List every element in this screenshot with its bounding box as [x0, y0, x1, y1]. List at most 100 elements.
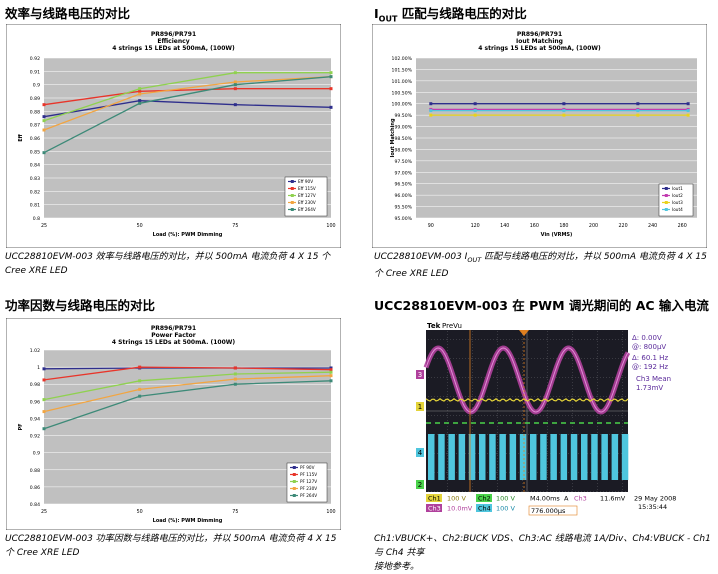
legend-marker [290, 201, 294, 204]
data-point [429, 109, 433, 113]
data-point [42, 410, 46, 414]
y-tick-label: 101.00% [392, 79, 413, 85]
y-tick-label: 0.83 [30, 176, 40, 182]
ch2-marker: 2 [418, 481, 422, 489]
legend-entry: Iout4 [672, 207, 683, 212]
scope-time: 15:35:44 [638, 503, 667, 511]
y-tick-label: 96.00% [394, 193, 412, 199]
data-point [233, 71, 237, 75]
legend-marker [290, 180, 294, 183]
legend-marker [292, 480, 296, 483]
y-tick-label: 0.82 [30, 189, 40, 195]
series-line [43, 371, 332, 401]
legend-entry: PF 127V [300, 479, 317, 484]
ch4-pulse [479, 434, 486, 480]
cursor-delta-frequency: Δ: 60.1 Hz [632, 354, 668, 362]
legend-marker [290, 187, 294, 190]
legend-marker [664, 187, 668, 190]
data-point [233, 372, 237, 376]
ch4-pulse [621, 434, 629, 480]
y-tick-label: 99.00% [394, 125, 412, 131]
y-tick-label: 0.81 [30, 203, 40, 209]
oscilloscope-svg: 3 4 2 1 Tek PreVu Δ: 0.00V @: 800µV Δ: 6… [416, 322, 676, 516]
data-point [329, 75, 333, 79]
chart-subtitle-2: 4 strings 15 LEDs at 500mA, (100W) [112, 45, 235, 52]
y-tick-label: 95.50% [394, 205, 412, 211]
scope-brand: Tek [427, 322, 441, 330]
x-tick-label: 50 [137, 223, 143, 229]
trigger-position-marker [519, 330, 529, 336]
ch4-pulse [458, 434, 466, 480]
trigger-level: 11.6mV [600, 495, 626, 503]
legend-entry: PF 264V [300, 493, 317, 498]
y-axis-label: Eff [18, 133, 24, 141]
y-tick-label: 0.91 [30, 69, 40, 75]
cursor-at-frequency: @: 192 Hz [632, 363, 668, 371]
legend-entry: PF 90V [300, 465, 315, 470]
y-axis-label: Iout Matching [390, 118, 396, 158]
ch4-pulse [540, 434, 547, 480]
efficiency-chart: PR896/PR791 Efficiency 4 strings 15 LEDs a… [5, 23, 342, 249]
ch4-pulse [448, 434, 455, 480]
y-tick-label: 0.9 [33, 83, 40, 89]
x-tick-label: 220 [618, 223, 627, 229]
iout-section-title: IOUT 匹配与线路电压的对比 [374, 6, 527, 24]
x-tick-label: 140 [500, 223, 509, 229]
data-point [233, 377, 237, 381]
y-tick-label: 0.84 [30, 163, 40, 169]
y-tick-label: 0.9 [33, 451, 40, 457]
chart-subtitle: Power Factor [151, 332, 196, 339]
series-line [43, 100, 332, 118]
trigger-label: A [564, 495, 569, 503]
data-point [42, 103, 46, 107]
data-point [329, 368, 333, 372]
series-line [43, 375, 332, 413]
data-point [138, 387, 142, 391]
data-point [636, 113, 640, 117]
y-tick-label: 95.00% [394, 216, 412, 222]
chart-title: PR896/PR791 [151, 31, 196, 38]
ch4-marker: 4 [418, 449, 423, 457]
ch4-label: Ch4 [478, 505, 491, 513]
chart-subtitle: Iout Matching [516, 38, 563, 45]
data-point [329, 370, 333, 374]
data-point [636, 102, 640, 106]
legend-marker [292, 494, 296, 497]
data-point [138, 87, 142, 91]
data-point [42, 115, 46, 119]
x-tick-label: 200 [589, 223, 598, 229]
ch2-label: Ch2 [478, 495, 491, 503]
ch1-vbuck-trace [425, 398, 629, 402]
series-line [43, 76, 332, 131]
series-line [43, 366, 332, 381]
x-tick-label: 100 [326, 223, 335, 229]
data-point [329, 105, 333, 109]
data-point [42, 151, 46, 155]
data-point [42, 119, 46, 123]
data-point [138, 365, 142, 369]
y-tick-label: 99.50% [394, 113, 412, 119]
data-point [138, 92, 142, 96]
data-point [233, 382, 237, 386]
x-tick-label: 100 [326, 509, 335, 515]
y-tick-label: 0.92 [30, 56, 40, 62]
cursor-delta-voltage: Δ: 0.00V [632, 334, 662, 342]
data-point [686, 109, 690, 113]
y-tick-label: 97.50% [394, 159, 412, 165]
y-tick-label: 0.84 [30, 502, 40, 508]
y-tick-label: 0.88 [30, 109, 40, 115]
data-point [562, 109, 566, 113]
x-tick-label: 75 [232, 509, 238, 515]
data-point [233, 83, 237, 87]
x-tick-label: 260 [678, 223, 687, 229]
ac-caption: Ch1:VBUCK+、Ch2:BUCK VDS、Ch3:AC 线路电流 1A/D… [374, 534, 711, 572]
iout-caption: UCC28810EVM-003 IOUT 匹配与线路电压的对比，并以 500mA… [374, 252, 707, 279]
ch4-pulse [530, 434, 537, 480]
y-tick-label: 0.96 [30, 399, 40, 405]
y-tick-label: 0.86 [30, 485, 40, 491]
x-tick-label: 25 [41, 509, 47, 515]
scope-mode: PreVu [442, 322, 462, 330]
data-point [233, 366, 237, 370]
data-point [138, 394, 142, 398]
